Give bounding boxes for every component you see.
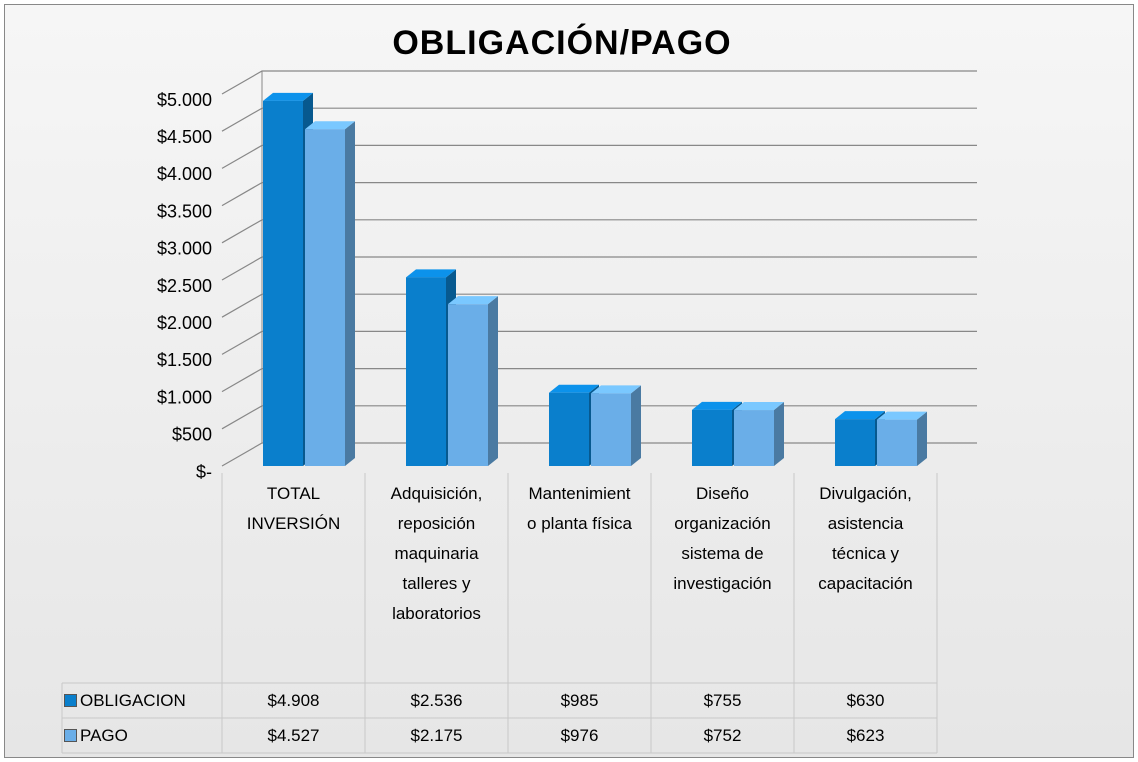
bar: [263, 100, 303, 467]
data-label: $630: [846, 691, 885, 710]
bar: [549, 392, 589, 466]
grid-line: [221, 219, 977, 244]
y-tick-label: $500: [172, 425, 212, 445]
bar-side: [488, 296, 498, 466]
chart-area: [4, 4, 1134, 758]
bar: [406, 277, 446, 466]
grid-line: [221, 107, 977, 132]
bar: [734, 410, 774, 466]
y-tick-label: $2.000: [157, 313, 212, 333]
data-label: $4.908: [267, 691, 320, 710]
category-label: Divulgación, asistencia técnica y capaci…: [818, 484, 913, 593]
legend-label: OBLIGACION: [80, 691, 186, 710]
bar: [591, 393, 631, 466]
bar-side: [345, 121, 355, 467]
y-tick-label: $3.500: [157, 201, 212, 221]
grid-line: [221, 330, 977, 355]
data-label: $623: [846, 726, 885, 745]
legend-key: [64, 694, 77, 707]
bar-top: [305, 121, 355, 130]
category-label: Diseño organización sistema de investiga…: [673, 484, 772, 593]
bar-top: [835, 411, 885, 420]
bar: [305, 129, 345, 466]
bar-top: [692, 401, 742, 410]
data-label: $976: [560, 726, 599, 745]
y-tick-label: $4.000: [157, 164, 212, 184]
y-tick-label: $1.000: [157, 387, 212, 407]
bar-side: [774, 402, 784, 466]
grid-line: [221, 144, 977, 169]
data-label: $985: [560, 691, 599, 710]
bar: [448, 304, 488, 466]
bar-side: [631, 385, 641, 466]
legend-entry: PAGO: [64, 718, 222, 753]
grid-line: [221, 256, 977, 281]
data-label: $2.175: [410, 726, 463, 745]
y-tick-label: $3.000: [157, 239, 212, 259]
data-label: $752: [703, 726, 742, 745]
bar-top: [591, 385, 641, 394]
grid-line: [221, 293, 977, 318]
bar-top: [448, 296, 498, 305]
bar: [835, 419, 875, 466]
legend-label: PAGO: [80, 726, 128, 745]
y-tick-label: $-: [196, 462, 212, 482]
bar-top: [406, 269, 456, 278]
bar: [692, 409, 732, 466]
data-label: $755: [703, 691, 742, 710]
bar: [877, 419, 917, 466]
y-tick-label: $4.500: [157, 127, 212, 147]
data-label: $2.536: [410, 691, 463, 710]
y-tick-label: $2.500: [157, 276, 212, 296]
grid-line: [221, 70, 977, 95]
bar-top: [734, 402, 784, 411]
chart-title: OBLIGACIÓN/PAGO: [392, 24, 731, 62]
y-tick-label: $1.500: [157, 350, 212, 370]
legend-entry: OBLIGACION: [64, 683, 222, 718]
category-label: Mantenimiento planta física: [527, 484, 632, 533]
category-label: TOTAL INVERSIÓN: [246, 484, 341, 533]
bar-top: [549, 384, 599, 393]
grid-line: [221, 182, 977, 207]
data-label: $4.527: [267, 726, 320, 745]
legend-key: [64, 729, 77, 742]
bar-top: [263, 92, 313, 101]
grid-line: [221, 368, 977, 393]
y-tick-label: $5.000: [157, 90, 212, 110]
bar-top: [877, 411, 927, 420]
category-label: Adquisición, reposición maquinaria talle…: [390, 484, 483, 623]
bar-side: [917, 411, 927, 466]
